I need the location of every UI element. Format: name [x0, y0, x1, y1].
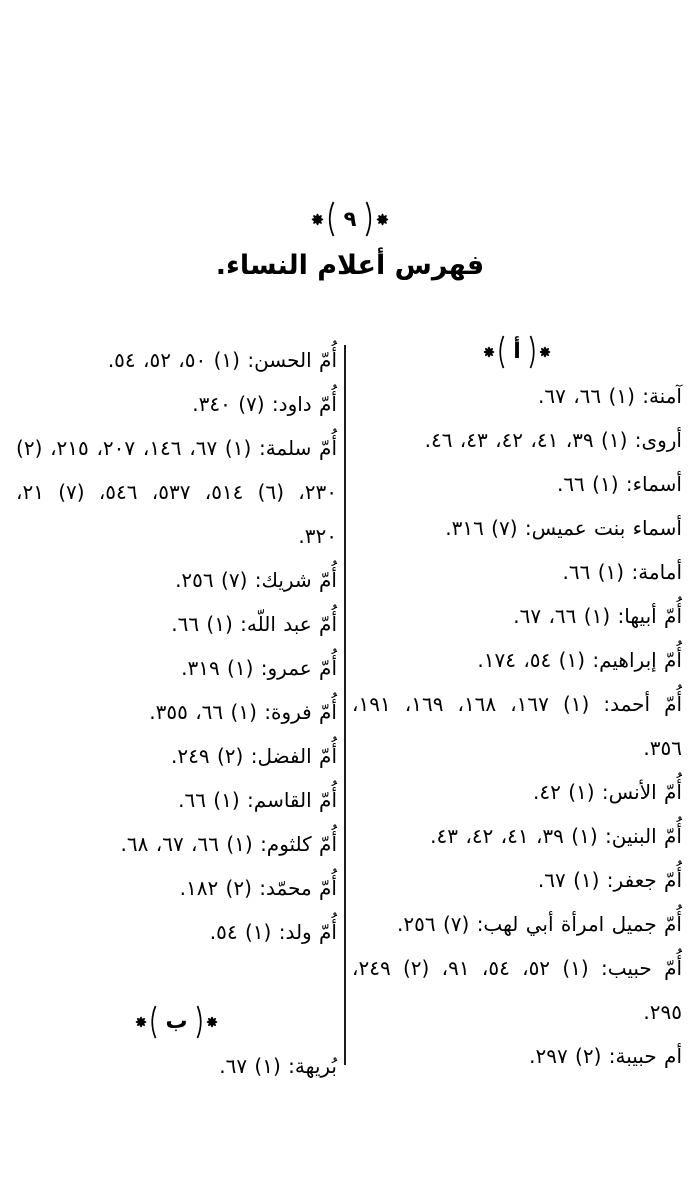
page-number-row: ٩: [0, 196, 700, 242]
ornate-open-bracket-icon: [151, 1005, 157, 1039]
index-entry: أسماء بنت عميس: (٧) ٣١٦.: [445, 516, 682, 540]
index-entry: أُمّ الفضل: (٢) ٢٤٩.: [171, 744, 337, 768]
index-entry: بُريهة: (١) ٦٧.: [219, 1054, 337, 1078]
index-entry: أُمّ إبراهيم: (١) ٥٤، ١٧٤.: [477, 648, 682, 672]
ornament-right: [196, 1005, 218, 1039]
index-entry: أمامة: (١) ٦٦.: [562, 560, 682, 584]
page-number: ٩: [343, 206, 357, 231]
page-title: فهرس أعلام النساء.: [215, 250, 485, 281]
rosette-icon: [377, 213, 389, 225]
ornament-right: [365, 201, 389, 237]
index-entry: أُمّ جميل امرأة أبي لهب: (٧) ٢٥٦.: [397, 912, 682, 936]
ornament-left: [483, 335, 505, 369]
section-header-alif: أ: [352, 330, 682, 374]
index-entry: أُمّ داود: (٧) ٣٤٠.: [192, 392, 337, 416]
index-entry: أُمّ محمّد: (٢) ١٨٢.: [179, 876, 337, 900]
index-entry: أُمّ الحسن: (١) ٥٠، ٥٢، ٥٤.: [107, 348, 337, 372]
index-entry: أُمّ شريك: (٧) ٢٥٦.: [175, 568, 337, 592]
index-entry: أم حبيبة: (٢) ٢٩٧.: [529, 1044, 682, 1068]
index-entry: أُمّ أبيها: (١) ٦٦، ٦٧.: [513, 604, 682, 628]
index-entry: أروى: (١) ٣٩، ٤١، ٤٢، ٤٣، ٤٦.: [424, 428, 682, 452]
index-entry: أُمّ عمرو: (١) ٣١٩.: [181, 656, 337, 680]
ornate-open-bracket-icon: [499, 335, 505, 369]
index-entry: أُمّ عبد اللّه: (١) ٦٦.: [171, 612, 337, 636]
ornament-left: [135, 1005, 157, 1039]
rosette-icon: [483, 346, 495, 358]
index-entry: أُمّ القاسم: (١) ٦٦.: [178, 788, 337, 812]
index-entry: أُمّ البنين: (١) ٣٩، ٤١، ٤٢، ٤٣.: [430, 824, 682, 848]
rosette-icon: [136, 1016, 147, 1028]
column-divider: [344, 345, 346, 1065]
section-header-ba: ب: [16, 1000, 337, 1044]
index-column-right: أ آمنة: (١) ٦٦، ٦٧. أروى: (١) ٣٩، ٤١، ٤: [352, 330, 682, 1078]
section-letter: ب: [165, 1009, 188, 1034]
ornate-close-bracket-icon: [196, 1005, 202, 1039]
index-entry: أسماء: (١) ٦٦.: [556, 472, 682, 496]
index-entry: أُمّ كلثوم: (١) ٦٦، ٦٧، ٦٨.: [120, 832, 337, 856]
ornate-open-bracket-icon: [328, 201, 334, 237]
index-entry: آمنة: (١) ٦٦، ٦٧.: [538, 384, 682, 408]
ornament-left: [311, 201, 335, 237]
ornate-close-bracket-icon: [366, 201, 372, 237]
index-entry: أُمّ أحمد: (١) ١٦٧، ١٦٨، ١٦٩، ١٩١، ٣٥٦.: [352, 692, 683, 760]
rosette-icon: [311, 213, 323, 225]
index-entry: أُمّ سلمة: (١) ٦٧، ١٤٦، ٢٠٧، ٢١٥، (٢) ٢٣…: [16, 436, 337, 548]
rosette-icon: [206, 1016, 217, 1028]
ornate-close-bracket-icon: [529, 335, 535, 369]
section-letter: أ: [513, 339, 521, 364]
index-column-left: أُمّ الحسن: (١) ٥٠، ٥٢، ٥٤. أُمّ داود: (…: [16, 338, 337, 1088]
index-entry: أُمّ ولد: (١) ٥٤.: [209, 920, 337, 944]
index-entry: أُمّ فروة: (١) ٦٦، ٣٥٥.: [149, 700, 337, 724]
ornament-right: [529, 335, 551, 369]
index-entry: أُمّ حبيب: (١) ٥٢، ٥٤، ٩١، (٢) ٢٤٩، ٢٩٥.: [352, 956, 683, 1024]
index-entry: أُمّ جعفر: (١) ٦٧.: [537, 868, 682, 892]
index-entry: أُمّ الأنس: (١) ٤٢.: [533, 780, 682, 804]
rosette-icon: [539, 346, 551, 358]
